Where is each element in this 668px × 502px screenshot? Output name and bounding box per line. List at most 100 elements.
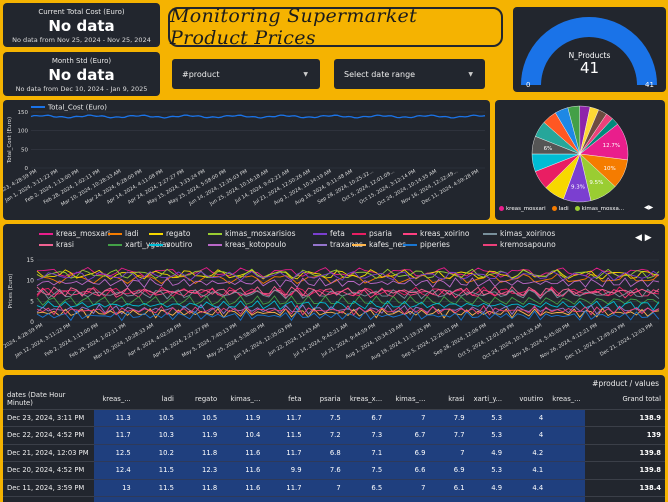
table-header[interactable]: kreas_x... (344, 389, 387, 410)
kpi-value: No data (48, 17, 115, 35)
value-cell: 4.9 (468, 444, 507, 462)
value-cell: 11.7 (264, 409, 306, 427)
prices-legend-item[interactable]: traxanas (313, 240, 363, 249)
prices-legend-item[interactable]: kreas_mosxari (39, 229, 110, 238)
value-cell: 13 (93, 479, 135, 497)
prices-legend-item[interactable]: kremosapouno (483, 240, 556, 249)
table-header[interactable]: kimas_... (386, 389, 430, 410)
chevron-left-icon[interactable]: ◀ (635, 233, 642, 243)
value-cell: 7 (386, 409, 430, 427)
value-cell: 11.7 (93, 426, 135, 445)
table-header[interactable]: xarti_y... (468, 389, 507, 410)
chevron-right-icon[interactable]: ▶ (648, 204, 654, 211)
table-header[interactable]: kreas_... (547, 389, 585, 410)
prices-legend-label: kremosapouno (500, 240, 556, 249)
chevron-left-icon[interactable]: ◀ (644, 204, 649, 211)
pie-legend-item: kimas_mosxa... (574, 206, 624, 212)
kpi-month-std-card: Month Std (Euro) No data No data from De… (3, 52, 160, 96)
prices-legend-item[interactable]: kreas_xoirino (403, 229, 470, 238)
y-tick-label: 100 (18, 129, 29, 135)
prices-legend-item[interactable]: kreas_kotopoulo (208, 240, 286, 249)
table-header[interactable]: psaria (305, 389, 345, 410)
value-cell: 6.9 (429, 461, 469, 480)
table-header[interactable]: feta (264, 389, 306, 410)
prices-legend-label: kimas_mosxarisios (225, 229, 296, 238)
chevron-right-icon[interactable]: ▶ (644, 233, 652, 243)
prices-chart-card: kreas_mosxari ladi regato kimas_mosxarisios… (0, 224, 665, 370)
table-header[interactable]: voutiro (506, 389, 548, 410)
y-tick-label: 0 (30, 319, 34, 326)
grand-total-cell: 137.5 (584, 496, 665, 502)
prices-legend-item[interactable]: ladi (108, 229, 139, 238)
y-tick-label: 0 (25, 166, 29, 172)
product-filter-dropdown[interactable]: #product ▼ (172, 59, 320, 89)
value-cell (547, 426, 585, 445)
prices-legend-item[interactable]: piperies (403, 240, 450, 249)
prices-legend-label: feta (330, 229, 345, 238)
value-cell: 7.9 (429, 409, 469, 427)
legend-swatch (403, 233, 417, 235)
value-cell: 7 (386, 479, 430, 497)
prices-legend-label: kreas_mosxari (56, 229, 111, 238)
pie-legend-item: ladi (551, 206, 569, 212)
table-caption: #product / values (592, 379, 659, 388)
price-series-line (36, 304, 660, 317)
prices-legend-item[interactable]: krasi (39, 240, 74, 249)
kpi-label: Month Std (Euro) (51, 57, 112, 65)
prices-legend-item[interactable]: psaria (352, 229, 392, 238)
value-cell: 10.5 (177, 409, 222, 427)
legend-swatch (352, 244, 366, 246)
legend-swatch (39, 244, 53, 246)
value-cell: 12.2 (93, 496, 135, 502)
legend-swatch (483, 233, 497, 235)
legend-swatch (403, 244, 417, 246)
value-cell: 11.6 (221, 444, 265, 462)
date-cell: Dec 22, 2024, 4:52 PM (3, 426, 94, 445)
pie-legend-label: kreas_mosxari (506, 206, 546, 212)
price-series-line (36, 300, 660, 311)
prices-legend-item[interactable]: kimas_mosxarisios (208, 229, 295, 238)
gauge-card: N_Products 41 0 41 (513, 7, 666, 92)
n-products-gauge (521, 17, 657, 86)
table-header[interactable]: krasi (429, 389, 469, 410)
value-cell: 4.1 (506, 461, 548, 480)
pie-slice-label: 9.3% (571, 185, 585, 191)
value-cell: 5.3 (468, 461, 507, 480)
date-range-dropdown[interactable]: Select date range ▼ (334, 59, 485, 89)
grand-total-cell: 138.9 (584, 409, 665, 427)
table-header[interactable]: kimas_... (221, 389, 265, 410)
product-share-pie: 12.7% 10% 9.5% 9.3% 6% (531, 105, 629, 203)
value-cell: 3.9 (506, 496, 548, 502)
value-cell: 6.1 (429, 479, 469, 497)
prices-legend-item[interactable]: feta (313, 229, 345, 238)
prices-chart: Prices (Euro)151050Nov 28, 2024, 4:28:59… (0, 257, 660, 362)
value-cell: 4 (506, 409, 548, 427)
table-header[interactable]: Grand total (584, 389, 665, 410)
legend-swatch (208, 233, 222, 235)
prices-legend-item[interactable]: voutiro (149, 240, 192, 249)
value-cell: 11.2 (264, 496, 306, 502)
dashboard-title-box: Monitoring Supermarket Product Prices (168, 5, 503, 49)
value-cell (547, 479, 585, 497)
prices-legend-item[interactable]: kafes_nes (352, 240, 406, 249)
prices-legend-label: psaria (369, 229, 393, 238)
value-cell: 11.7 (264, 479, 306, 497)
price-series-line (36, 295, 660, 306)
table-header[interactable]: dates (Date Hour Minute) (3, 389, 94, 410)
table-header[interactable]: ladi (134, 389, 178, 410)
value-cell: 4 (506, 426, 548, 445)
date-range-label: Select date range (344, 69, 416, 79)
prices-legend-item[interactable]: kimas_xoirinos (483, 229, 555, 238)
kpi-label: Current Total Cost (Euro) (38, 8, 125, 16)
value-cell: 6.7 (344, 409, 387, 427)
value-cell: 11.8 (177, 479, 222, 497)
prices-legend-label: kafes_nes (369, 240, 406, 249)
total-cost-line (30, 114, 486, 119)
table-header[interactable]: regato (177, 389, 222, 410)
date-cell: Dec 20, 2024, 4:52 PM (3, 461, 94, 480)
prices-legend-item[interactable]: regato (149, 229, 190, 238)
table-row: Dec 20, 2024, 4:52 PM 12.4 11.5 12.3 11.6 9.9… (3, 461, 665, 480)
value-cell: 7.5 (305, 409, 345, 427)
prices-legend-item[interactable]: xarti_ygeias (108, 240, 170, 249)
table-header[interactable]: kreas_... (93, 389, 135, 410)
